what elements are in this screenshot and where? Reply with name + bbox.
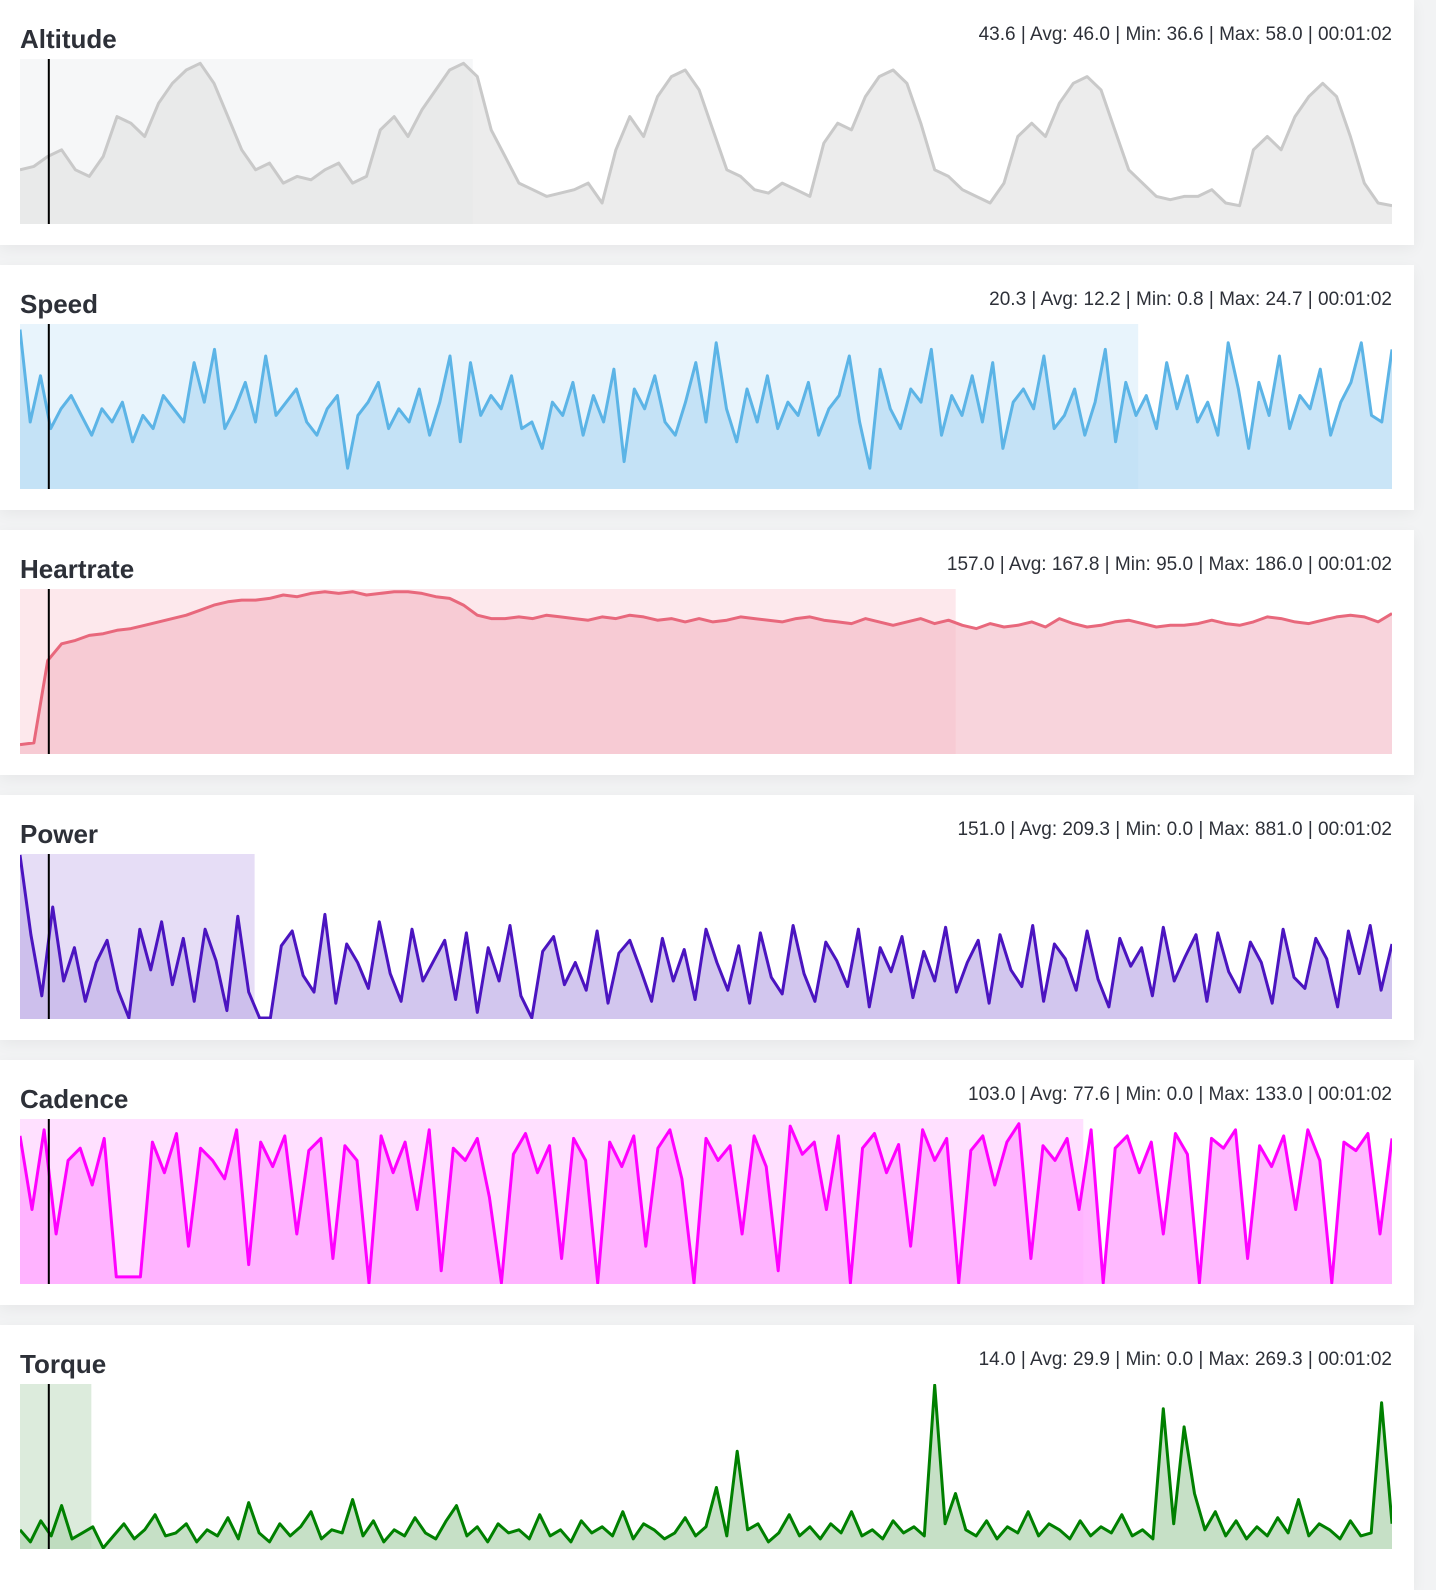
- chart-stats: 20.3 | Avg: 12.2 | Min: 0.8 | Max: 24.7 …: [989, 289, 1392, 310]
- chart-title: Heartrate: [20, 554, 135, 584]
- series-line: [20, 61, 1392, 208]
- chart-title: Altitude: [20, 24, 117, 54]
- chart-title: Speed: [20, 289, 99, 319]
- series-area: [20, 63, 1392, 224]
- cadence-chart-panel: Cadence 103.0 | Avg: 77.6 | Min: 0.0 | M…: [0, 1060, 1414, 1305]
- chart-stats: 43.6 | Avg: 46.0 | Min: 36.6 | Max: 58.0…: [978, 24, 1392, 45]
- speed-chart-panel: Speed 20.3 | Avg: 12.2 | Min: 0.8 | Max:…: [0, 265, 1414, 510]
- heartrate-plot[interactable]: [20, 589, 1392, 754]
- chart-title: Power: [20, 819, 99, 849]
- series-line: [20, 329, 1392, 470]
- chart-stats: 103.0 | Avg: 77.6 | Min: 0.0 | Max: 133.…: [968, 1084, 1392, 1105]
- power-plot[interactable]: [20, 854, 1392, 1019]
- torque-plot[interactable]: [20, 1384, 1392, 1549]
- torque-chart-panel: Torque 14.0 | Avg: 29.9 | Min: 0.0 | Max…: [0, 1325, 1414, 1590]
- chart-title: Torque: [20, 1349, 107, 1379]
- series-area: [20, 591, 1392, 754]
- series-area: [20, 329, 1392, 489]
- chart-stats: 157.0 | Avg: 167.8 | Min: 95.0 | Max: 18…: [946, 554, 1392, 575]
- heartrate-chart-panel: Heartrate 157.0 | Avg: 167.8 | Min: 95.0…: [0, 530, 1414, 775]
- series-line: [20, 590, 1392, 747]
- series-line: [20, 1384, 1392, 1549]
- cadence-plot[interactable]: [20, 1119, 1392, 1284]
- speed-plot[interactable]: [20, 324, 1392, 489]
- power-chart-panel: Power 151.0 | Avg: 209.3 | Min: 0.0 | Ma…: [0, 795, 1414, 1040]
- series-line: [20, 1122, 1392, 1284]
- altitude-plot[interactable]: [20, 59, 1392, 224]
- chart-stats: 151.0 | Avg: 209.3 | Min: 0.0 | Max: 881…: [957, 819, 1392, 840]
- chart-stats: 14.0 | Avg: 29.9 | Min: 0.0 | Max: 269.3…: [978, 1349, 1392, 1370]
- series-line: [20, 854, 1392, 1019]
- series-area: [20, 1123, 1392, 1284]
- chart-title: Cadence: [20, 1084, 129, 1114]
- series-area: [20, 1385, 1392, 1549]
- altitude-chart-panel: Altitude 43.6 | Avg: 46.0 | Min: 36.6 | …: [0, 0, 1414, 245]
